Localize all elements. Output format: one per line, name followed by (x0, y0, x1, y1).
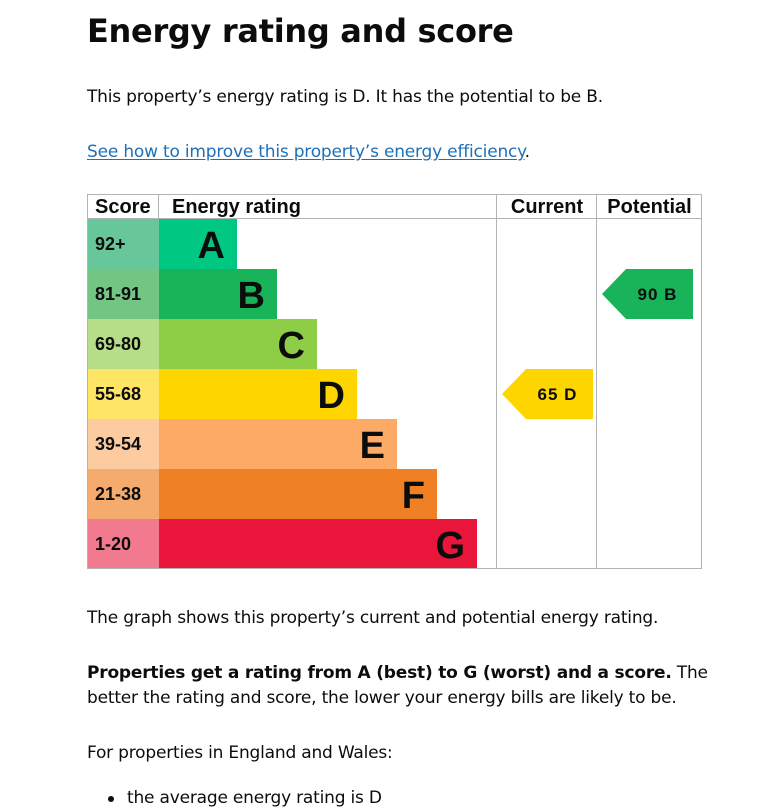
score-cell-c (87, 319, 159, 369)
rating-explanation-rest: The better the rating and score, the low… (87, 663, 708, 708)
band-bar-f (159, 469, 437, 519)
band-letter-e: E (360, 425, 385, 467)
energy-rating-chart: Score Energy rating Current Potential 92+ A 81… (87, 194, 702, 569)
improve-link-paragraph: See how to improve this property’s energ… (87, 140, 530, 165)
score-label-d: 55-68 (95, 384, 141, 404)
potential-rating-arrow-label: 90 B (638, 285, 678, 304)
score-label-b: 81-91 (95, 284, 141, 304)
potential-rating-arrow (602, 269, 693, 319)
score-label-a: 92+ (95, 234, 126, 254)
list-item: the average energy rating is D (87, 786, 382, 811)
band-letter-a: A (198, 225, 225, 267)
header-energy-rating: Energy rating (172, 196, 301, 218)
score-cell-e (87, 419, 159, 469)
score-label-g: 1-20 (95, 534, 131, 554)
band-letter-f: F (402, 475, 425, 517)
region-intro: For properties in England and Wales: (87, 743, 393, 763)
header-current: Current (511, 196, 584, 218)
improve-efficiency-link[interactable]: See how to improve this property’s energ… (87, 142, 525, 162)
band-letter-c: C (278, 325, 305, 367)
current-rating-arrow-label: 65 D (538, 385, 578, 404)
score-label-e: 39-54 (95, 434, 141, 454)
score-cell-a (87, 219, 159, 269)
band-bar-d (159, 369, 357, 419)
page-title: Energy rating and score (87, 12, 514, 50)
band-bar-a (159, 219, 237, 269)
region-bullet-list: the average energy rating is D (87, 786, 382, 811)
score-label-c: 69-80 (95, 334, 141, 354)
band-bar-c (159, 319, 317, 369)
header-potential: Potential (607, 196, 691, 218)
band-bar-g (159, 519, 477, 569)
chart-border (87, 194, 702, 569)
current-rating-arrow (502, 369, 593, 419)
energy-rating-graph: Score Energy rating Current Potential 92+ A 81… (87, 194, 702, 569)
band-bar-e (159, 419, 397, 469)
graph-caption: The graph shows this property’s current … (87, 608, 659, 628)
score-cell-g (87, 519, 159, 569)
score-cell-d (87, 369, 159, 419)
score-label-f: 21-38 (95, 484, 141, 504)
rating-intro: This property’s energy rating is D. It h… (87, 87, 603, 107)
rating-explanation-bold: Properties get a rating from A (best) to… (87, 663, 672, 683)
link-suffix: . (524, 142, 530, 162)
score-cell-f (87, 469, 159, 519)
band-letter-b: B (238, 275, 265, 317)
band-letter-d: D (318, 375, 345, 417)
rating-explanation: Properties get a rating from A (best) to… (87, 661, 727, 711)
band-letter-g: G (435, 525, 465, 567)
header-score: Score (95, 196, 151, 218)
score-cell-b (87, 269, 159, 319)
band-bar-b (159, 269, 277, 319)
